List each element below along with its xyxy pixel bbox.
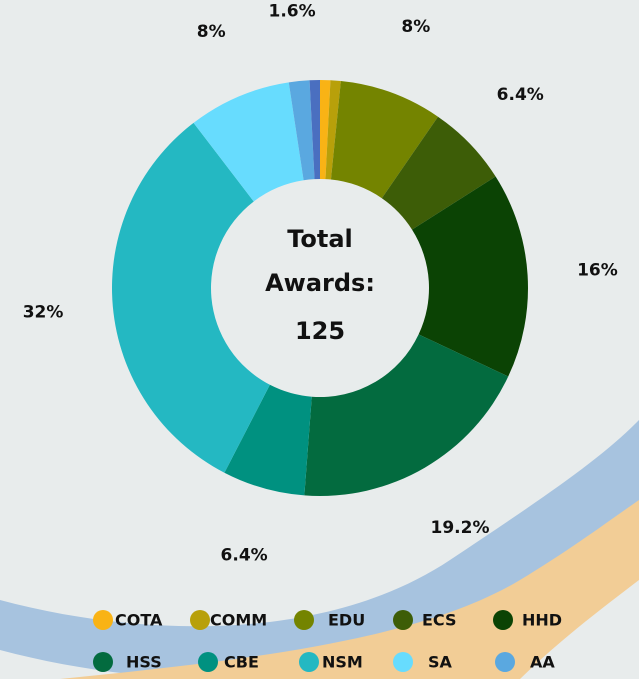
value-label: 6.4% bbox=[497, 85, 544, 105]
legend-label: EDU bbox=[328, 611, 365, 630]
decor-wave-tan bbox=[60, 500, 639, 679]
legend-label: ECS bbox=[422, 611, 457, 630]
legend-label: AA bbox=[530, 653, 555, 672]
donut-slice bbox=[193, 82, 304, 202]
center-text: Awards: bbox=[265, 269, 375, 297]
value-label: 8% bbox=[197, 22, 226, 42]
legend-swatch bbox=[198, 652, 218, 672]
legend-swatch bbox=[93, 610, 113, 630]
legend-swatch bbox=[93, 652, 113, 672]
legend-label: COMM bbox=[210, 611, 267, 630]
legend-label: COTA bbox=[115, 611, 163, 630]
donut-slice bbox=[111, 122, 270, 473]
donut-slice bbox=[381, 116, 496, 230]
donut-slice bbox=[224, 384, 312, 496]
donut-slice bbox=[304, 334, 509, 496]
value-label: 8% bbox=[401, 17, 430, 37]
value-label: 1.6% bbox=[269, 1, 316, 21]
legend-swatch bbox=[495, 652, 515, 672]
center-value: 125 bbox=[295, 317, 345, 345]
legend-label: HHD bbox=[522, 611, 562, 630]
legend-label: NSM bbox=[322, 653, 363, 672]
donut-slice bbox=[412, 176, 528, 377]
legend-swatch bbox=[299, 652, 319, 672]
donut-slice bbox=[325, 80, 341, 180]
legend-swatch bbox=[393, 610, 413, 630]
center-hole bbox=[212, 180, 428, 396]
legend-label: CBE bbox=[224, 653, 259, 672]
legend-label: HSS bbox=[126, 653, 162, 672]
center-text: Total bbox=[287, 225, 353, 253]
value-label: 19.2% bbox=[431, 518, 490, 538]
legend-swatch bbox=[190, 610, 210, 630]
legend-swatch bbox=[493, 610, 513, 630]
legend-swatch bbox=[393, 652, 413, 672]
donut-slice bbox=[330, 81, 438, 199]
value-label: 16% bbox=[577, 261, 618, 281]
donut-slice bbox=[320, 80, 331, 180]
value-label: 32% bbox=[23, 302, 64, 322]
value-label: 6.4% bbox=[221, 545, 268, 565]
donut-slice bbox=[288, 80, 315, 181]
legend-label: SA bbox=[428, 653, 453, 672]
legend-swatch bbox=[294, 610, 314, 630]
donut-slice bbox=[309, 80, 320, 180]
